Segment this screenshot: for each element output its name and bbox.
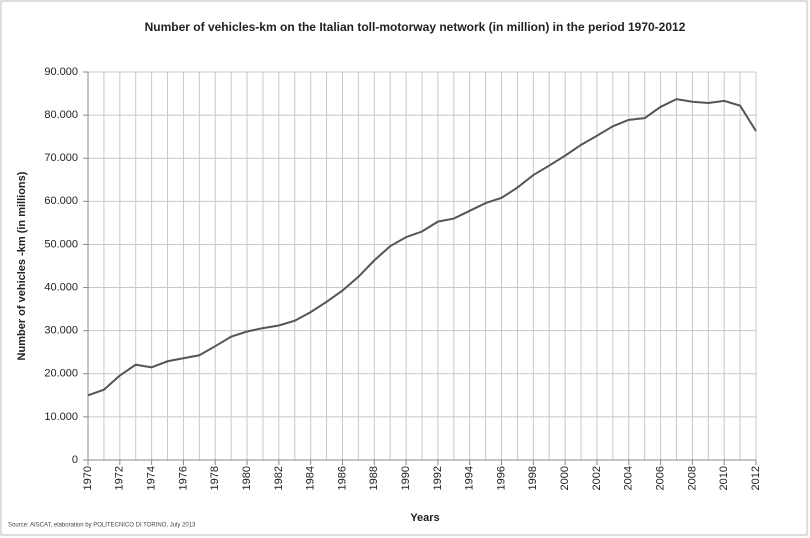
x-tick-label: 1980	[241, 466, 253, 490]
x-tick-label: 2004	[623, 466, 635, 490]
y-tick-label: 20.000	[44, 368, 78, 380]
x-tick-label: 1986	[336, 466, 348, 490]
y-tick-label: 30.000	[44, 325, 78, 337]
x-tick-label: 1970	[82, 466, 94, 490]
data-line	[87, 98, 757, 397]
x-tick-label: 2010	[718, 466, 730, 490]
x-tick-label: 1996	[495, 466, 507, 490]
x-tick-label: 1988	[368, 466, 380, 490]
x-axis-title: Years	[410, 512, 439, 524]
y-tick-label: 0	[72, 454, 78, 466]
x-tick-label: 2006	[654, 466, 666, 490]
y-tick-label: 70.000	[44, 152, 78, 164]
y-tick-label: 40.000	[44, 281, 78, 293]
x-tick-label: 2002	[591, 466, 603, 490]
x-tick-label: 1990	[400, 466, 412, 490]
x-tick-label: 2000	[559, 466, 571, 490]
source: Source: AISCAT, elaboration by POLITECNI…	[8, 523, 196, 529]
x-tick-label: 1998	[527, 466, 539, 490]
y-tick-label: 60.000	[44, 195, 78, 207]
y-tick-label: 90.000	[44, 66, 78, 78]
x-tick-label: 1994	[464, 466, 476, 490]
x-tick-label: 1972	[114, 466, 126, 490]
chart-title: Number of vehicles-km on the Italian tol…	[145, 20, 686, 34]
x-tick-label: 1992	[432, 466, 444, 490]
x-tick-label: 1984	[305, 466, 317, 490]
x-tick-label: 1978	[209, 466, 221, 490]
y-tick-label: 50.000	[44, 238, 78, 250]
x-tick-label: 1976	[177, 466, 189, 490]
y-tick-label: 10.000	[44, 411, 78, 423]
y-axis-title: Number of vehicles -km (in millions)	[16, 171, 28, 360]
x-tick-label: 1982	[273, 466, 285, 490]
x-tick-label: 2012	[750, 466, 762, 490]
x-tick-label: 2008	[686, 466, 698, 490]
y-tick-label: 80.000	[44, 109, 78, 121]
x-tick-label: 1974	[146, 466, 158, 490]
